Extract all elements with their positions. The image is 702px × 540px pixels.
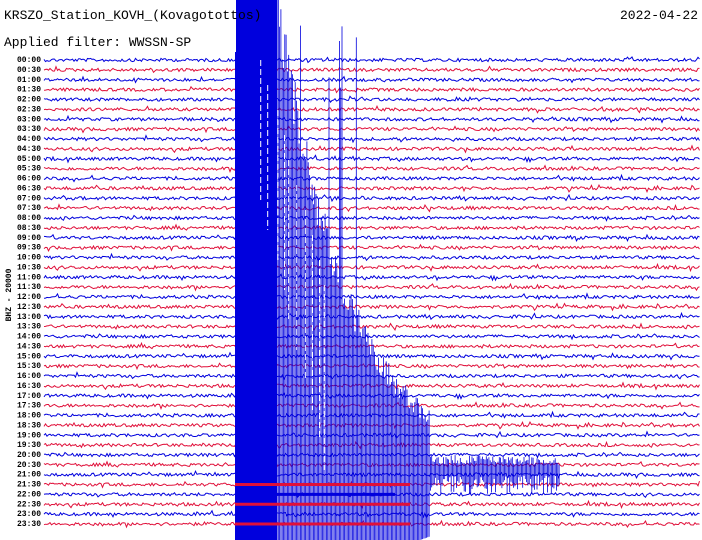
time-label: 19:00 [17, 431, 41, 440]
title: KRSZO_Station_KOVH_(Kovagotottos) [4, 8, 261, 23]
saturated-row [235, 522, 410, 526]
time-label: 15:00 [17, 352, 41, 361]
trace [43, 203, 700, 213]
trace [43, 173, 700, 183]
saturated-row [235, 502, 410, 506]
trace [43, 292, 700, 301]
trace [43, 311, 700, 321]
trace [43, 223, 700, 231]
time-label: 19:30 [17, 441, 41, 450]
time-label: 00:00 [17, 56, 41, 65]
trace [43, 75, 700, 84]
trace [43, 114, 700, 124]
time-label: 00:30 [17, 66, 41, 75]
trace [43, 322, 700, 331]
trace [43, 65, 700, 74]
trace [43, 154, 700, 164]
time-label: 02:30 [17, 105, 41, 114]
time-label: 11:00 [17, 273, 41, 282]
trace [43, 144, 700, 154]
trace [43, 134, 700, 144]
time-label: 04:00 [17, 135, 41, 144]
header-backdrop [0, 0, 236, 52]
trace [43, 56, 700, 64]
time-label: 16:30 [17, 382, 41, 391]
time-label: 12:30 [17, 303, 41, 312]
time-label: 09:00 [17, 234, 41, 243]
time-label: 13:30 [17, 323, 41, 332]
time-label: 21:30 [17, 481, 41, 490]
earthquake-signal [235, 0, 560, 540]
time-label: 13:00 [17, 313, 41, 322]
saturated-signal [235, 0, 277, 540]
saturated-row [235, 483, 410, 487]
trace [43, 243, 700, 253]
trace [43, 164, 700, 173]
trace [43, 85, 700, 94]
traces [43, 56, 700, 529]
filter: Applied filter: WWSSN-SP [4, 35, 191, 50]
time-label: 22:00 [17, 490, 41, 499]
axis-label: BHZ - 20000 [5, 268, 14, 321]
time-label: 20:30 [17, 461, 41, 470]
time-label: 17:00 [17, 392, 41, 401]
date: 2022-04-22 [620, 8, 698, 23]
time-label: 07:30 [17, 204, 41, 213]
header-backdrop [560, 0, 702, 52]
time-label: 12:00 [17, 293, 41, 302]
trace [43, 333, 700, 341]
time-label: 06:00 [17, 175, 41, 184]
trace [43, 262, 700, 273]
time-label: 22:30 [17, 500, 41, 509]
time-label: 04:30 [17, 145, 41, 154]
time-label: 16:00 [17, 372, 41, 381]
time-label: 06:30 [17, 184, 41, 193]
time-label: 10:30 [17, 263, 41, 272]
trace [43, 184, 700, 193]
time-label: 15:30 [17, 362, 41, 371]
time-label: 11:30 [17, 283, 41, 292]
trace [43, 302, 700, 312]
trace [43, 233, 700, 242]
time-label: 01:30 [17, 86, 41, 95]
time-label: 21:00 [17, 471, 41, 480]
saturated-row [235, 492, 395, 496]
time-label: 08:00 [17, 214, 41, 223]
trace [43, 272, 700, 282]
decaying-signal [276, 0, 560, 540]
time-label: 18:30 [17, 421, 41, 430]
time-label: 14:30 [17, 342, 41, 351]
time-label: 17:30 [17, 402, 41, 411]
time-label: 07:00 [17, 194, 41, 203]
time-label: 09:30 [17, 244, 41, 253]
time-label: 23:00 [17, 510, 41, 519]
trace [43, 125, 700, 134]
time-label: 14:00 [17, 333, 41, 342]
time-label: 03:00 [17, 115, 41, 124]
time-label: 02:00 [17, 96, 41, 105]
trace [43, 252, 700, 262]
time-label: 05:30 [17, 165, 41, 174]
trace [43, 282, 700, 292]
time-label: 08:30 [17, 224, 41, 233]
time-label: 18:00 [17, 412, 41, 421]
time-label: 05:00 [17, 155, 41, 164]
time-labels: 00:0000:3001:0001:3002:0002:3003:0003:30… [17, 56, 41, 529]
trace [43, 95, 700, 103]
time-label: 10:00 [17, 254, 41, 263]
time-label: 20:00 [17, 451, 41, 460]
time-label: 01:00 [17, 76, 41, 85]
trace [43, 193, 700, 203]
time-label: 03:30 [17, 125, 41, 134]
time-label: 23:30 [17, 520, 41, 529]
trace [43, 104, 700, 114]
trace [43, 214, 700, 222]
